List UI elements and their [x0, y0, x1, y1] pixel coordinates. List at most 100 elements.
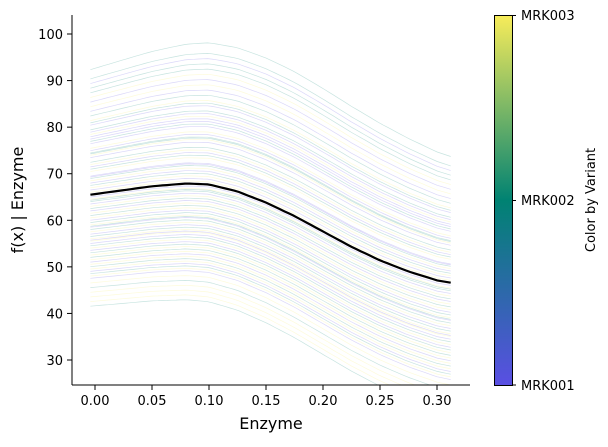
individual-line	[90, 136, 451, 241]
individual-line	[90, 246, 451, 354]
individual-line	[90, 212, 451, 316]
individual-line	[90, 188, 451, 289]
individual-line	[90, 100, 451, 209]
individual-line	[90, 68, 451, 181]
individual-line	[90, 84, 451, 195]
individual-line	[90, 229, 451, 335]
y-axis-label: f(x) | Enzyme	[8, 147, 27, 254]
individual-line	[90, 73, 451, 185]
individual-line	[90, 137, 451, 242]
individual-line	[90, 202, 451, 305]
individual-line	[90, 299, 379, 385]
individual-line	[90, 63, 451, 176]
individual-line	[90, 167, 451, 270]
individual-line	[90, 163, 451, 266]
individual-line	[90, 147, 451, 251]
x-tick-label: 0.15	[252, 394, 281, 409]
individual-line	[90, 175, 451, 277]
individual-line	[90, 221, 451, 327]
individual-line	[90, 89, 451, 199]
y-tick-label: 50	[46, 261, 63, 276]
colorbar-tick-label: MRK001	[521, 379, 575, 394]
individual-line	[90, 236, 451, 343]
individual-line	[90, 260, 451, 370]
y-tick-label: 70	[46, 168, 63, 183]
individual-line	[90, 162, 451, 265]
individual-line	[90, 195, 451, 297]
individual-line	[90, 265, 451, 375]
individual-line	[90, 289, 403, 385]
individual-line	[90, 253, 451, 362]
individual-line	[90, 131, 451, 237]
x-tick-label: 0.25	[366, 394, 395, 409]
individual-line	[90, 234, 451, 340]
individual-line	[90, 255, 451, 364]
individual-lines	[90, 42, 451, 385]
x-axis-label: Enzyme	[239, 414, 303, 433]
y-tick-label: 90	[46, 75, 63, 90]
individual-line	[90, 209, 451, 313]
y-tick-label: 40	[46, 307, 63, 322]
individual-line	[90, 53, 451, 167]
x-tick-label: 0.05	[138, 394, 167, 409]
individual-line	[90, 165, 451, 267]
x-tick-label: 0.10	[195, 394, 224, 409]
individual-line	[90, 190, 451, 292]
individual-line	[90, 152, 451, 256]
individual-line	[90, 113, 451, 220]
individual-line	[90, 197, 451, 300]
individual-line	[90, 270, 451, 380]
x-tick-label: 0.20	[309, 394, 338, 409]
individual-line	[90, 58, 451, 171]
individual-line	[90, 263, 451, 372]
individual-line	[90, 134, 451, 239]
individual-line	[90, 205, 451, 308]
individual-line	[90, 149, 451, 253]
individual-line	[90, 226, 451, 332]
individual-line	[90, 42, 451, 157]
x-tick-label: 0.00	[81, 394, 110, 409]
individual-line	[90, 192, 451, 294]
individual-line	[90, 275, 451, 385]
individual-line	[90, 139, 451, 244]
individual-line	[90, 189, 451, 290]
individual-line	[90, 251, 451, 359]
individual-line	[90, 185, 451, 286]
individual-line	[90, 126, 451, 232]
colorbar-tick-label: MRK003	[521, 9, 575, 24]
y-tick-label: 60	[46, 214, 63, 229]
x-ticks: 0.00 0.05 0.10 0.15 0.20 0.25 0.30	[81, 385, 452, 409]
individual-line	[90, 115, 451, 223]
individual-line	[90, 230, 451, 336]
individual-line	[90, 241, 451, 348]
individual-line	[90, 178, 451, 279]
individual-line	[90, 231, 451, 337]
individual-line	[90, 258, 451, 367]
y-tick-label: 100	[38, 28, 63, 43]
y-ticks: 30 40 50 60 70 80 90 100	[38, 28, 72, 369]
individual-line	[90, 102, 451, 211]
individual-line	[90, 280, 431, 385]
individual-line	[90, 170, 451, 272]
colorbar-tick-label: MRK002	[521, 194, 575, 209]
individual-line	[90, 154, 451, 258]
colorbar	[494, 15, 513, 386]
individual-line	[90, 214, 451, 319]
individual-line	[90, 110, 451, 218]
individual-line	[90, 200, 451, 302]
individual-line	[90, 219, 451, 324]
x-tick-label: 0.30	[423, 394, 452, 409]
individual-line	[90, 294, 391, 385]
individual-line	[90, 141, 451, 246]
individual-line	[90, 118, 451, 225]
individual-line	[90, 284, 417, 385]
individual-line	[90, 157, 451, 260]
individual-line	[90, 243, 451, 351]
individual-line	[90, 216, 451, 320]
average-line	[90, 182, 451, 284]
individual-line	[90, 224, 451, 329]
individual-line	[90, 105, 451, 213]
y-tick-label: 30	[46, 354, 63, 369]
individual-line	[90, 121, 451, 227]
